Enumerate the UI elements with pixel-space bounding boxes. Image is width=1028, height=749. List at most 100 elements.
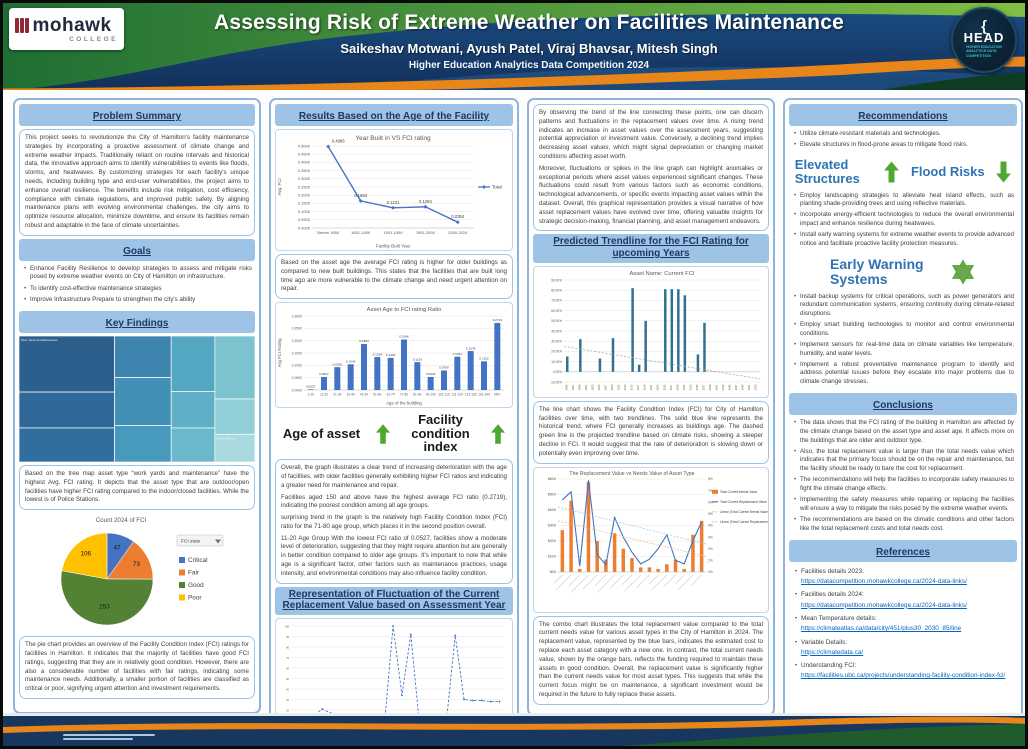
reference-link[interactable]: https://climatedata.ca/ [801,648,864,656]
recommendations-list-3: Install backup systems for critical oper… [789,292,1017,391]
svg-text:2019: 2019 [643,384,647,390]
svg-text:0.1231: 0.1231 [387,200,400,205]
svg-text:0.2500: 0.2500 [292,327,302,331]
svg-text:253: 253 [99,604,110,611]
svg-text:0.1000: 0.1000 [292,364,302,368]
svg-text:61-70: 61-70 [387,393,395,397]
svg-text:131-140: 131-140 [478,393,490,397]
svg-text:Work Yards and Maintenance: Work Yards and Maintenance [21,338,58,342]
svg-text:31-40: 31-40 [347,393,355,397]
poster-authors: Saikeshav Motwani, Ayush Patel, Viraj Bh… [340,41,718,56]
svg-text:0.0500: 0.0500 [292,376,302,380]
recommendation-item: Implement sensors for real-time data on … [793,341,1014,358]
svg-text:0.0354: 0.0354 [451,214,464,219]
svg-text:91-100: 91-100 [426,393,436,397]
green-star-icon [951,259,975,285]
svg-text:111-120: 111-120 [452,393,463,397]
goal-item: To identify cost-effective maintenance s… [23,285,252,294]
svg-text:106: 106 [80,551,91,558]
svg-text:4%: 4% [708,523,713,527]
svg-text:Poor: Poor [188,595,202,602]
section-heading-results-age: Results Based on the Age of the Facility [275,104,513,126]
reference-label: Facilities details 2024: [801,591,864,599]
references-list: Facilities details 2023. https://datacom… [789,565,1017,687]
svg-text:80.00%: 80.00% [551,288,562,292]
svg-text:0.1162: 0.1162 [479,357,489,361]
svg-text:2035: 2035 [695,384,699,390]
reference-label: Understanding FCI: [801,662,857,670]
svg-text:0.1500: 0.1500 [298,201,311,206]
svg-text:2000-2024: 2000-2024 [448,230,468,235]
recommendation-item: Employ landscaping strategies to allevia… [793,192,1014,209]
early-warning-systems-display: Early Warning Systems [789,255,1017,288]
svg-text:30: 30 [286,699,289,702]
svg-text:$20M: $20M [548,539,557,543]
svg-text:Linear (Total Current Needs Va: Linear (Total Current Needs Value) [720,510,768,514]
svg-text:8%: 8% [708,477,713,481]
trend-paragraph: Moreover, fluctuations or spikes in the … [539,164,763,225]
analysis-paragraph: surprising trend in the graph is the rel… [281,514,507,530]
svg-text:Total Current Needs Value: Total Current Needs Value [720,490,757,494]
svg-text:0.0527: 0.0527 [319,372,329,376]
svg-text:Facility Built Year: Facility Built Year [376,244,411,249]
svg-text:100: 100 [285,625,290,628]
bar-chart-asset-age-fci-ratio: Asset Age to FCI rating Ratio 0.0000 0.050… [275,302,513,409]
svg-text:0.2500: 0.2500 [298,184,311,189]
svg-text:2025: 2025 [662,384,666,390]
svg-text:Avg. FCI: Avg. FCI [277,178,282,195]
svg-text:-10.00%: -10.00% [550,380,562,384]
reference-item: Variable Details: https://climatedata.ca… [794,638,1015,658]
recommendation-item: Utilize climate-resistant materials and … [793,130,1014,139]
svg-text:10.00%: 10.00% [551,360,562,364]
svg-text:Fair: Fair [188,570,200,577]
treemap-caption: Based on the tree map asset type “work y… [19,464,255,511]
svg-text:Critical: Critical [188,557,208,564]
fci-state-filter[interactable]: FCI state [176,534,224,547]
conclusion-item: The recommendations will help the facili… [793,476,1014,493]
analysis-paragraph: 11-20 Age Group With the lowest FCI rati… [281,534,507,577]
pie-chart-fci-count-2024: Count 2024 of FCI 47 73 253 106 FCI state Crit… [19,513,255,633]
conclusion-item: Also, the total replacement value is lar… [793,448,1014,474]
svg-text:150+: 150+ [494,393,501,397]
problem-summary-text: This project seeks to revolutionize the … [19,129,255,236]
svg-text:80: 80 [286,646,289,649]
svg-text:0.1578: 0.1578 [466,346,476,350]
conclusions-list: The data shows that the FCI rating of th… [789,418,1017,537]
mohawk-logo-college: COLLEGE [69,35,118,43]
svg-text:11-20: 11-20 [320,393,328,397]
section-heading-conclusions: Conclusions [789,393,1017,416]
footer-fine-print [63,734,155,740]
reference-link[interactable]: https://climateatlas.ca/data/city/451/pl… [801,625,962,633]
reference-link[interactable]: https://datacompetition.mohawkcollege.ca… [801,578,967,586]
svg-text:$10M: $10M [548,554,557,558]
svg-text:Good: Good [188,582,204,589]
svg-text:2045: 2045 [728,384,732,390]
svg-text:The Replacement Value vs Needs: The Replacement Value vs Needs Value of … [569,471,694,477]
competition-name: Higher Education Analytics Data Competit… [408,60,650,71]
reference-link[interactable]: https://datacompetition.mohawkcollege.ca… [801,601,967,609]
svg-text:0.3000: 0.3000 [292,314,302,318]
line-chart-year-built-vs-fci: Year Built in VS FCI rating 0.0000 0.0500 0… [275,129,513,251]
reference-link[interactable]: https://facilities.ubc.ca/projects/under… [801,672,1006,680]
svg-text:FCI state: FCI state [181,539,201,545]
svg-text:2049: 2049 [741,384,745,390]
recommendation-item: Install backup systems for critical oper… [793,293,1014,319]
svg-text:Linear (Total Current Replacem: Linear (Total Current Replacement Value) [720,520,768,524]
trend-paragraph: By observing the trend of the line conne… [539,109,763,160]
svg-text:Age of the building: Age of the building [386,401,422,406]
svg-text:0.2000: 0.2000 [298,193,311,198]
svg-text:0.1653: 0.1653 [354,193,367,198]
svg-text:2005: 2005 [597,384,601,390]
svg-text:2023: 2023 [656,384,660,390]
svg-text:21-30: 21-30 [333,393,341,397]
bar-chart-predicted-fci-trendline: Asset Name: Current FCI -10.00% 0.00% 10.00… [533,265,769,398]
svg-text:2009: 2009 [610,384,614,390]
svg-text:71-80: 71-80 [400,393,408,397]
mohawk-logo-bars-icon [15,17,29,33]
svg-text:2013: 2013 [623,384,627,390]
svg-text:0.0790: 0.0790 [439,366,449,370]
svg-text:50.00%: 50.00% [551,319,562,323]
elevated-structures-flood-risks-display: Elevated Structures Flood Risks [789,156,1017,187]
age-vs-fci-display: Age of asset Facility condition index [275,411,513,456]
